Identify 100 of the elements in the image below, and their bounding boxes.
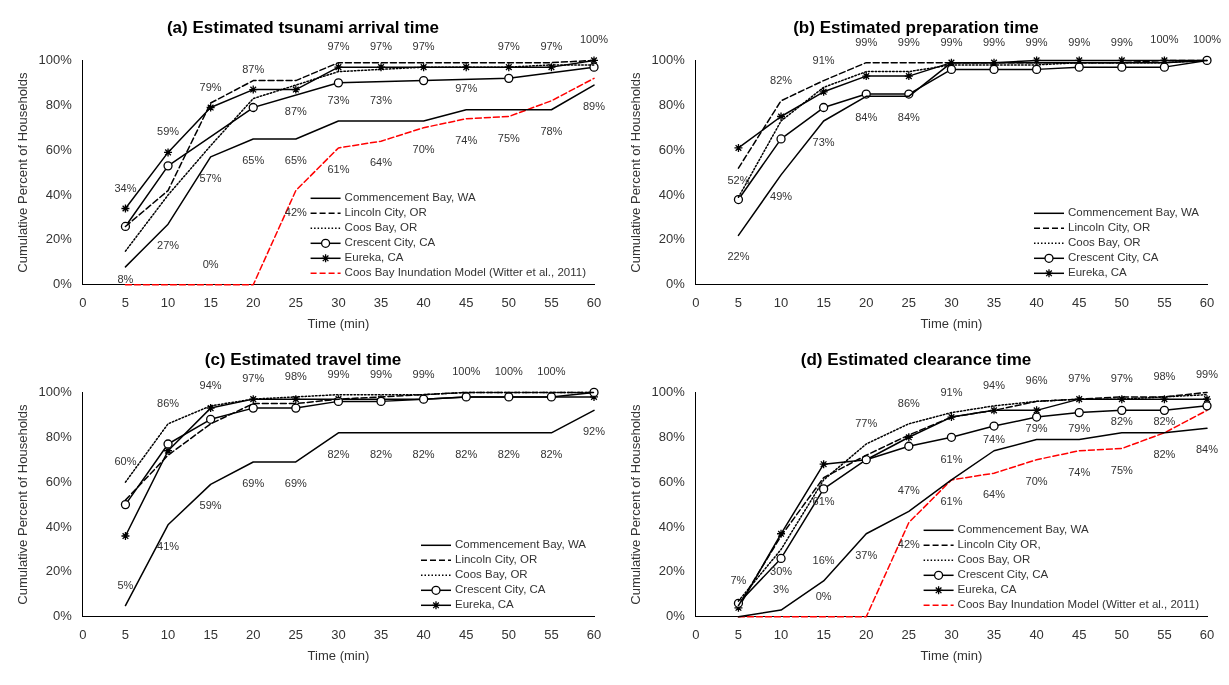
x-tick-label: 15 bbox=[816, 295, 831, 311]
data-label: 82% bbox=[497, 447, 521, 460]
data-label: 82% bbox=[1153, 414, 1176, 427]
x-tick-label: 0 bbox=[79, 627, 87, 643]
data-label: 16% bbox=[812, 553, 835, 566]
x-tick-label: 0 bbox=[692, 295, 700, 311]
x-tick-label: 10 bbox=[773, 295, 789, 311]
data-label: 82% bbox=[327, 447, 350, 460]
chart-title: (d) Estimated clearance time bbox=[800, 349, 1032, 369]
data-label: 22% bbox=[727, 250, 750, 263]
x-tick-label: 5 bbox=[734, 295, 743, 311]
x-tick-label: 25 bbox=[288, 627, 304, 643]
legend-label: Lincoln City, OR bbox=[454, 553, 538, 566]
data-label: 73% bbox=[370, 94, 393, 107]
data-label: 41% bbox=[157, 539, 180, 552]
data-label: 75% bbox=[497, 131, 521, 144]
data-label: 27% bbox=[157, 239, 180, 252]
legend-label: Lincoln City, OR bbox=[1067, 221, 1151, 234]
x-tick-label: 30 bbox=[331, 295, 346, 311]
legend-label: Eureka, CA bbox=[344, 251, 404, 264]
data-label: 65% bbox=[284, 153, 308, 166]
y-tick-label: 20% bbox=[658, 231, 686, 247]
y-tick-label: 0% bbox=[666, 608, 686, 624]
x-tick-label: 45 bbox=[458, 295, 474, 311]
data-label: 64% bbox=[370, 156, 393, 169]
legend-label: Crescent City, CA bbox=[344, 236, 436, 249]
data-label: 3% bbox=[773, 583, 790, 596]
x-tick-label: 50 bbox=[501, 295, 517, 311]
legend-label: Lincoln City, OR bbox=[344, 206, 427, 219]
data-label: 100% bbox=[537, 365, 566, 378]
data-label: 0% bbox=[815, 589, 832, 602]
data-label: 96% bbox=[1025, 374, 1048, 387]
data-label: 0% bbox=[202, 257, 219, 270]
data-label: 84% bbox=[1195, 443, 1219, 456]
data-label: 73% bbox=[327, 94, 350, 107]
legend-label: Eureka, CA bbox=[454, 598, 515, 611]
x-tick-label: 35 bbox=[373, 295, 389, 311]
data-label: 84% bbox=[855, 111, 878, 124]
x-axis-title: Time (min) bbox=[920, 315, 983, 331]
chart-title: (c) Estimated travel time bbox=[204, 349, 402, 369]
data-label: 99% bbox=[327, 367, 350, 380]
y-tick-label: 80% bbox=[658, 96, 686, 112]
x-tick-label: 5 bbox=[121, 295, 130, 311]
data-label: 97% bbox=[327, 40, 350, 53]
data-label: 99% bbox=[940, 35, 963, 48]
data-label: 79% bbox=[1025, 421, 1048, 434]
data-label: 91% bbox=[940, 385, 963, 398]
data-label: 82% bbox=[770, 73, 793, 86]
data-label: 99% bbox=[1025, 35, 1048, 48]
x-tick-label: 20 bbox=[246, 627, 261, 643]
legend-label: Commencement Bay, WA bbox=[1067, 206, 1200, 219]
legend-label: Coos Bay Inundation Model (Witter et al., 2011) bbox=[344, 266, 587, 279]
x-tick-label: 20 bbox=[859, 295, 874, 311]
data-label: 98% bbox=[284, 369, 308, 382]
y-tick-label: 80% bbox=[45, 96, 73, 112]
data-label: 70% bbox=[412, 142, 435, 155]
data-label: 84% bbox=[897, 111, 921, 124]
data-label: 42% bbox=[897, 537, 921, 550]
data-label: 59% bbox=[199, 499, 222, 512]
x-tick-label: 20 bbox=[246, 295, 261, 311]
y-tick-label: 100% bbox=[38, 383, 73, 399]
data-label: 97% bbox=[242, 372, 265, 385]
x-axis-title: Time (min) bbox=[307, 647, 370, 663]
data-label: 7% bbox=[730, 574, 747, 587]
x-tick-label: 40 bbox=[1029, 627, 1044, 643]
x-tick-label: 40 bbox=[1029, 295, 1044, 311]
data-label: 69% bbox=[242, 477, 265, 489]
data-label: 78% bbox=[540, 124, 563, 137]
x-tick-label: 60 bbox=[1199, 627, 1215, 643]
y-tick-label: 100% bbox=[38, 51, 73, 67]
x-tick-label: 30 bbox=[331, 627, 346, 643]
x-tick-label: 10 bbox=[160, 627, 176, 643]
x-tick-label: 40 bbox=[416, 295, 431, 311]
data-label: 99% bbox=[983, 35, 1006, 48]
y-tick-label: 0% bbox=[666, 276, 686, 292]
data-label: 61% bbox=[940, 494, 963, 507]
x-tick-label: 15 bbox=[203, 627, 218, 643]
y-tick-label: 60% bbox=[45, 473, 73, 489]
data-label: 82% bbox=[455, 447, 478, 460]
x-tick-label: 5 bbox=[734, 627, 743, 643]
y-tick-label: 100% bbox=[651, 51, 686, 67]
legend-label: Eureka, CA bbox=[957, 583, 1017, 596]
data-label: 61% bbox=[940, 452, 963, 465]
data-label: 59% bbox=[157, 125, 180, 138]
x-tick-label: 60 bbox=[586, 627, 602, 643]
data-label: 82% bbox=[1153, 447, 1176, 460]
legend-label: Eureka, CA bbox=[1067, 266, 1128, 279]
y-tick-label: 60% bbox=[658, 141, 686, 157]
data-label: 65% bbox=[242, 153, 265, 166]
legend-label: Coos Bay, OR bbox=[957, 553, 1031, 566]
x-tick-label: 55 bbox=[544, 627, 559, 643]
data-label: 99% bbox=[897, 35, 921, 48]
x-tick-label: 15 bbox=[816, 627, 831, 643]
y-tick-label: 0% bbox=[53, 276, 73, 292]
data-label: 89% bbox=[582, 100, 606, 113]
data-label: 92% bbox=[582, 425, 606, 438]
data-label: 87% bbox=[242, 62, 265, 75]
data-label: 87% bbox=[284, 104, 308, 117]
y-tick-label: 40% bbox=[658, 518, 686, 534]
data-label: 74% bbox=[1068, 465, 1091, 478]
